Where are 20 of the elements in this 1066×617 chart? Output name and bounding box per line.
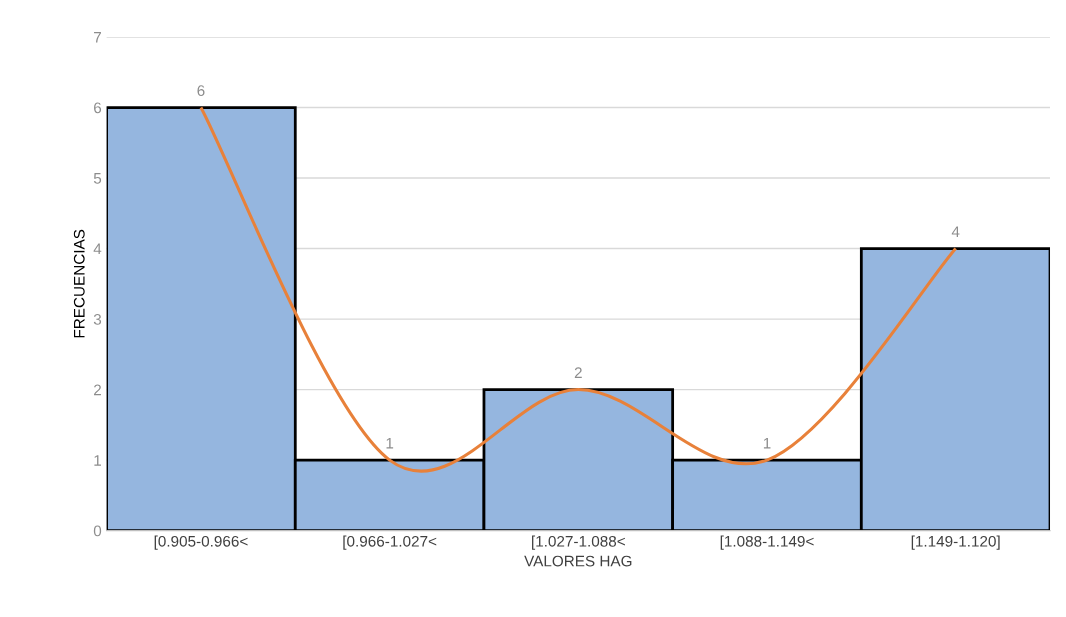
data-label: 4: [951, 226, 960, 237]
data-label: 1: [763, 437, 771, 449]
x-tick-label: [0.905-0.966<: [154, 535, 248, 550]
y-tick-label: 2: [94, 384, 101, 396]
y-tick-label: 0: [93, 525, 102, 537]
y-tick-label: 7: [94, 32, 101, 43]
y-tick-label: 5: [93, 173, 102, 184]
y-tick-label: 4: [93, 243, 102, 255]
x-tick-label: [1.149-1.120]: [911, 535, 1000, 550]
y-axis-title: FRECUENCIAS: [73, 229, 85, 338]
y-tick-label: 1: [94, 455, 101, 466]
y-tick-label: 3: [93, 313, 102, 325]
x-tick-label: [1.027-1.088<: [532, 535, 625, 550]
data-label: 2: [574, 367, 582, 378]
y-tick-label: 6: [94, 102, 102, 114]
x-tick-label: [0.966-1.027<: [343, 535, 437, 550]
data-label: 1: [386, 437, 394, 449]
data-label: 6: [197, 85, 205, 97]
x-axis-title: VALORES HAG: [524, 555, 632, 567]
x-tick-label: [1.088-1.149<: [720, 535, 814, 550]
